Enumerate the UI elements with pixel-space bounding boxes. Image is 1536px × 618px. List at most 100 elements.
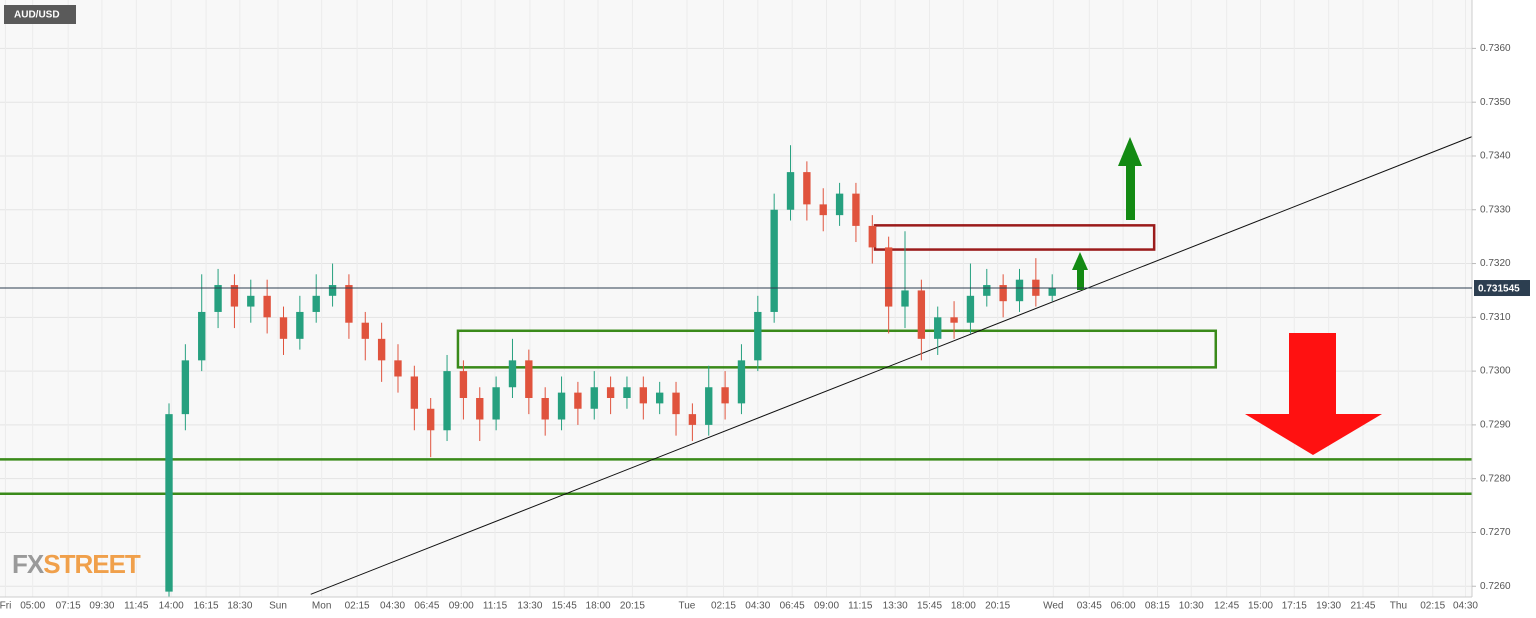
candle-body: [983, 285, 991, 296]
x-tick-label: 15:45: [917, 601, 942, 612]
candle-body: [950, 317, 958, 323]
candle-body: [214, 285, 222, 312]
last-price-label: 0.731545: [1478, 284, 1520, 295]
candle-body: [557, 392, 566, 420]
candle-body: [786, 172, 795, 210]
small-up-arrow-head: [1072, 252, 1088, 270]
x-tick-label: 18:00: [586, 601, 611, 612]
candle-body: [541, 398, 549, 420]
candle-body: [1048, 288, 1056, 296]
candle-body: [410, 376, 419, 409]
x-tick-label: 09:30: [89, 601, 114, 612]
candle-body: [198, 311, 206, 361]
candle-body: [590, 387, 598, 409]
candle-body: [247, 295, 255, 307]
zone-box: [456, 329, 1218, 369]
candle-body: [934, 317, 942, 339]
chart-title: AUD/USD: [14, 10, 60, 21]
x-tick-label: 12:45: [1214, 601, 1239, 612]
y-tick-label: 0.7330: [1480, 204, 1511, 215]
y-tick-label: 0.7320: [1480, 258, 1511, 269]
x-tick-label: 13:30: [883, 601, 908, 612]
down-arrow-head: [1245, 414, 1382, 455]
candle-body: [917, 290, 926, 339]
overlays: [0, 136, 1473, 595]
candle-body: [754, 311, 762, 361]
watermark: FXSTREET: [12, 549, 141, 579]
x-tick-label: 17:15: [1282, 601, 1307, 612]
y-tick-label: 0.7310: [1480, 312, 1511, 323]
trendline: [310, 136, 1473, 595]
x-tick-label: 14:00: [159, 601, 184, 612]
x-tick-label: 20:15: [985, 601, 1010, 612]
candle-body: [574, 392, 582, 409]
candle-body: [803, 172, 811, 205]
candle-body: [312, 295, 320, 312]
candle-body: [688, 414, 697, 425]
x-tick-label: 15:00: [1248, 601, 1273, 612]
x-tick-label: 18:30: [227, 601, 252, 612]
x-tick-label: 11:15: [483, 601, 508, 612]
candle-body: [476, 398, 484, 420]
candle-body: [705, 387, 713, 425]
candles: [165, 145, 1056, 597]
x-tick-label: 19:30: [1316, 601, 1341, 612]
grid: [0, 0, 1472, 597]
candle-body: [901, 290, 909, 307]
candle-body: [525, 360, 533, 398]
x-tick-label: 11:45: [124, 601, 149, 612]
candle-body: [737, 360, 746, 404]
down-arrow-shaft: [1289, 333, 1336, 415]
x-tick-label: 10:30: [1179, 601, 1204, 612]
candle-body: [966, 295, 975, 323]
watermark-fx: FX: [12, 549, 45, 579]
x-tick-label: 20:15: [620, 601, 645, 612]
candle-body: [345, 285, 353, 323]
x-tick-label: 06:45: [414, 601, 439, 612]
candle-body: [394, 360, 402, 377]
x-tick-label: 04:30: [745, 601, 770, 612]
candle-body: [377, 338, 386, 361]
x-tick-label: 04:30: [380, 601, 405, 612]
candle-body: [1015, 279, 1024, 302]
x-tick-label: 06:00: [1111, 601, 1136, 612]
up-arrow-shaft: [1126, 162, 1135, 220]
candle-body: [606, 387, 615, 398]
x-tick-label: 05:00: [20, 601, 45, 612]
x-tick-label: 15:45: [552, 601, 577, 612]
x-tick-label: 06:45: [780, 601, 805, 612]
candle-body: [279, 317, 288, 339]
x-tick-label: 18:00: [951, 601, 976, 612]
candle-body: [165, 414, 173, 592]
y-tick-label: 0.7260: [1480, 581, 1511, 592]
candle-body: [459, 371, 468, 398]
small-up-arrow-shaft: [1077, 268, 1084, 290]
x-tick-label: 02:15: [345, 601, 370, 612]
x-tick-label: 16:15: [194, 601, 219, 612]
candle-body: [427, 408, 435, 431]
candle-body: [655, 392, 664, 404]
y-tick-label: 0.7360: [1480, 43, 1511, 54]
x-tick-label: 02:15: [1420, 601, 1445, 612]
y-tick-label: 0.7350: [1480, 97, 1511, 108]
watermark-street: STREET: [43, 549, 141, 579]
x-tick-label: 03:45: [1077, 601, 1102, 612]
x-tick-label: Tue: [678, 601, 695, 612]
candle-body: [884, 247, 893, 307]
candle-body: [721, 387, 729, 404]
y-tick-label: 0.7290: [1480, 420, 1511, 431]
x-tick-label: 21:45: [1350, 601, 1375, 612]
candle-body: [296, 311, 304, 339]
x-tick-label: 09:00: [449, 601, 474, 612]
candle-body: [819, 204, 827, 216]
candle-body: [868, 225, 876, 248]
candle-body: [639, 387, 647, 404]
candle-body: [443, 371, 451, 431]
candle-body: [230, 285, 239, 307]
candle-body: [181, 360, 190, 415]
y-tick-label: 0.7300: [1480, 366, 1511, 377]
candle-body: [852, 193, 860, 226]
x-tick-label: 11:15: [848, 601, 873, 612]
candle-body: [361, 322, 369, 339]
